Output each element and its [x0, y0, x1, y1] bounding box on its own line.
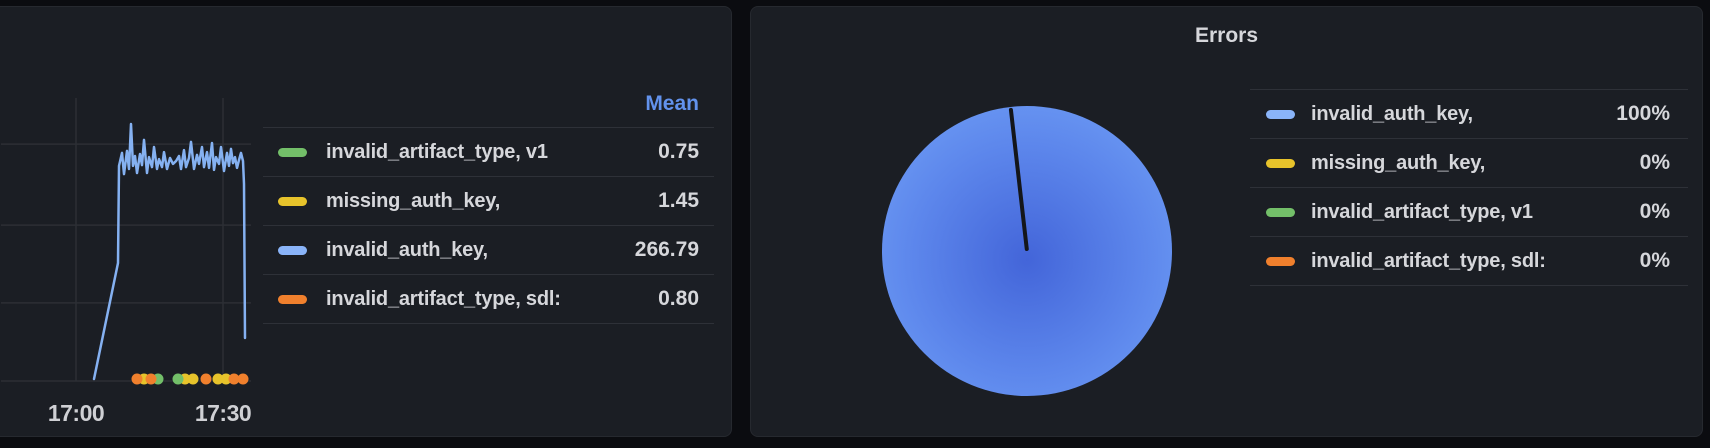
pie-chart[interactable] — [882, 106, 1172, 396]
legend-row[interactable]: invalid_artifact_type, sdl: 0.80 — [263, 274, 714, 324]
legend-label: invalid_artifact_type, v1 — [1311, 200, 1533, 223]
legend-mean-column-header[interactable]: Mean — [645, 91, 699, 115]
legend-percent-value: 0% — [1639, 249, 1670, 272]
legend-swatch-icon — [278, 147, 307, 157]
legend-percent-value: 0% — [1639, 200, 1670, 223]
timeseries-chart[interactable] — [1, 92, 253, 422]
legend-row[interactable]: missing_auth_key, 0% — [1250, 138, 1688, 187]
panel-title[interactable]: Errors — [1194, 24, 1259, 47]
legend-row[interactable]: invalid_artifact_type, sdl: 0% — [1250, 236, 1688, 286]
pie-legend: invalid_auth_key, 100% missing_auth_key,… — [1250, 89, 1688, 286]
legend-swatch-icon — [278, 294, 307, 304]
timeseries-legend: Mean invalid_artifact_type, v1 0.75 miss… — [263, 80, 714, 324]
x-axis-tick: 17:00 — [47, 400, 105, 426]
legend-swatch-icon — [278, 245, 307, 255]
legend-percent-value: 100% — [1616, 102, 1670, 125]
legend-label: invalid_auth_key, — [1311, 102, 1473, 125]
legend-swatch-icon — [1266, 207, 1295, 217]
legend-mean-value: 266.79 — [634, 238, 699, 261]
legend-label: missing_auth_key, — [1311, 151, 1486, 174]
legend-label: invalid_artifact_type, sdl: — [326, 287, 561, 310]
legend-swatch-icon — [1266, 256, 1295, 266]
legend-mean-value: 0.75 — [658, 140, 699, 163]
pie-slice-gap — [1008, 107, 1029, 252]
legend-label: invalid_artifact_type, v1 — [326, 140, 548, 163]
legend-label: invalid_auth_key, — [326, 238, 488, 261]
timeseries-panel: 17:00 17:30 Mean invalid_artifact_type, … — [0, 6, 732, 437]
legend-swatch-icon — [1266, 109, 1295, 119]
legend-percent-value: 0% — [1639, 151, 1670, 174]
errors-pie-panel: Errors invalid_auth_key, 100% missing_au… — [750, 6, 1703, 437]
legend-label: missing_auth_key, — [326, 189, 501, 212]
legend-row[interactable]: invalid_auth_key, 100% — [1250, 89, 1688, 138]
legend-swatch-icon — [278, 196, 307, 206]
legend-row[interactable]: invalid_artifact_type, v1 0.75 — [263, 127, 714, 176]
legend-row[interactable]: invalid_auth_key, 266.79 — [263, 225, 714, 274]
legend-swatch-icon — [1266, 158, 1295, 168]
legend-mean-value: 0.80 — [658, 287, 699, 310]
legend-row[interactable]: invalid_artifact_type, v1 0% — [1250, 187, 1688, 236]
x-axis-tick: 17:30 — [194, 400, 252, 426]
legend-row[interactable]: missing_auth_key, 1.45 — [263, 176, 714, 225]
legend-mean-value: 1.45 — [658, 189, 699, 212]
legend-label: invalid_artifact_type, sdl: — [1311, 249, 1546, 272]
